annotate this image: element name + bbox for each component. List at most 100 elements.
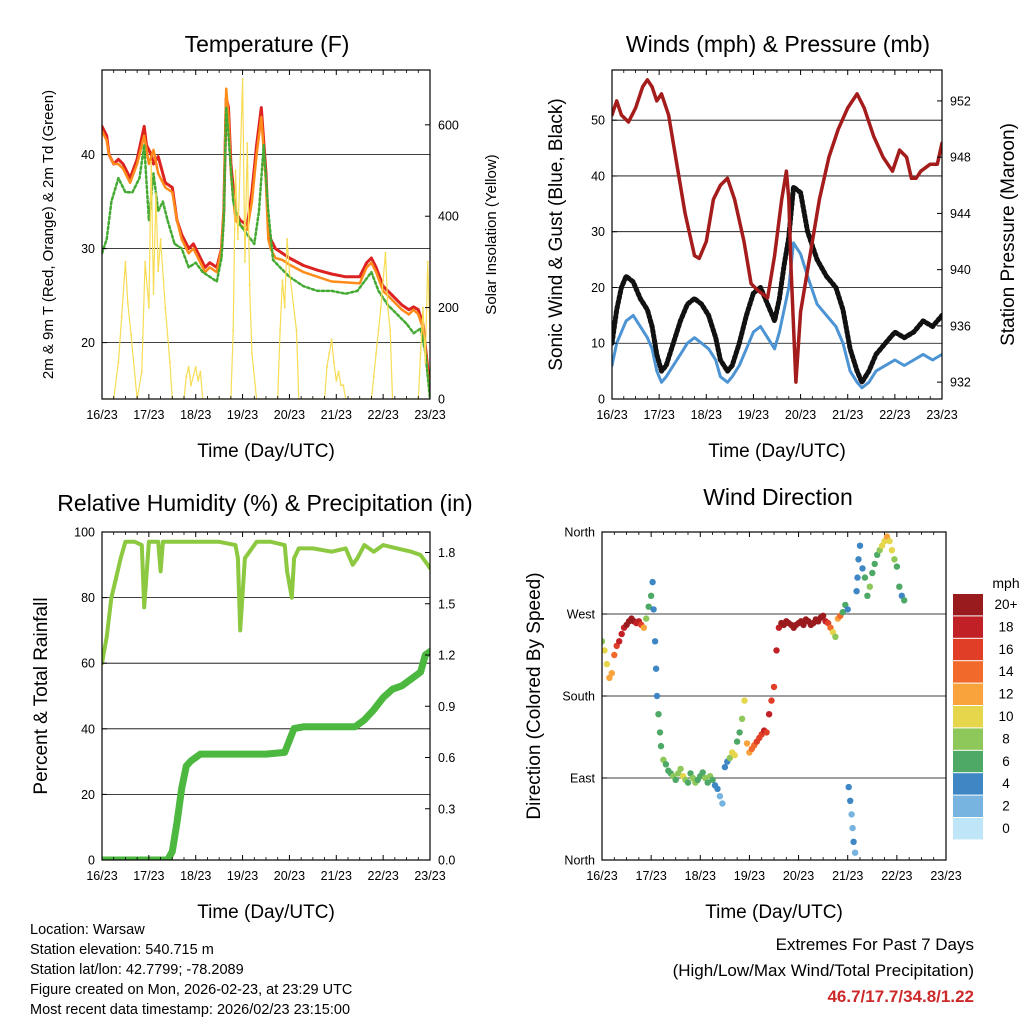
data-point	[619, 113, 623, 117]
data-point	[772, 318, 777, 323]
data-point	[271, 258, 275, 261]
chart-title: Temperature (F)	[185, 31, 350, 57]
data-point	[246, 233, 249, 236]
data-point	[792, 324, 795, 328]
data-point	[164, 186, 167, 189]
data-point	[871, 560, 878, 568]
data-point	[892, 330, 897, 335]
data-point	[743, 740, 751, 747]
y-tick-label: 0.0	[438, 854, 455, 868]
data-point	[173, 242, 176, 245]
data-point	[930, 324, 935, 329]
colorbar-label: 14	[998, 664, 1014, 679]
y-tick-label: North	[564, 854, 595, 868]
data-point	[382, 279, 385, 282]
colorbar-label: 18	[998, 619, 1013, 634]
data-point	[645, 307, 650, 312]
data-point	[699, 302, 704, 307]
data-point	[660, 381, 663, 384]
y-tick-label: 30	[591, 225, 605, 239]
y-tick-label: 40	[81, 722, 95, 736]
data-point	[225, 87, 228, 90]
data-point	[693, 336, 696, 339]
data-point	[140, 543, 144, 547]
y-tick-label: 0	[598, 393, 605, 407]
data-point	[427, 648, 430, 655]
data-point	[154, 192, 157, 195]
data-point	[187, 252, 190, 255]
data-point	[799, 252, 802, 256]
y-tick-label: 100	[74, 526, 95, 540]
data-point	[711, 197, 715, 201]
data-point	[152, 162, 155, 166]
data-point	[255, 153, 258, 156]
data-point	[395, 546, 399, 551]
data-point	[150, 160, 153, 163]
data-point	[248, 283, 251, 286]
data-point	[685, 302, 690, 307]
data-point	[641, 85, 645, 89]
data-point	[853, 588, 860, 595]
data-point	[147, 219, 150, 222]
data-point	[157, 172, 160, 175]
data-point	[834, 325, 838, 328]
data-point	[844, 606, 851, 613]
data-point	[417, 308, 420, 311]
data-point	[693, 254, 696, 258]
x-axis-label: Time (Day/UTC)	[197, 902, 335, 923]
station-location: Location: Warsaw	[30, 922, 145, 938]
data-point	[688, 233, 692, 236]
y-axis-left: 20 30 40 2m & 9m T (Red, Orange) & 2m Td (G…	[40, 90, 107, 379]
data-point	[777, 296, 782, 301]
data-point	[652, 665, 660, 672]
y-axis-right: 932 936 940 944 948 952 Station Pressure (Maro…	[937, 94, 1019, 390]
data-point	[109, 595, 114, 600]
data-point	[891, 169, 894, 173]
data-point	[603, 660, 611, 668]
data-point	[798, 190, 803, 195]
data-point	[407, 308, 411, 311]
data-point	[365, 261, 368, 264]
data-point	[905, 155, 909, 159]
data-point	[707, 347, 710, 351]
data-point	[646, 336, 649, 339]
data-point	[672, 776, 679, 783]
data-point	[130, 334, 133, 336]
data-point	[165, 540, 170, 544]
data-point	[407, 313, 410, 316]
data-point	[706, 313, 711, 318]
data-point	[180, 238, 183, 241]
data-point	[110, 200, 113, 203]
colorbar-label: 16	[998, 642, 1013, 657]
data-point	[274, 256, 277, 260]
data-point	[178, 785, 185, 792]
y-tick-label: 600	[438, 118, 459, 132]
data-point	[379, 306, 382, 309]
data-point	[246, 142, 249, 145]
data-point	[171, 191, 174, 194]
data-point	[655, 711, 662, 718]
colorbar-swatch	[953, 638, 983, 661]
data-point	[234, 169, 237, 172]
y-axis-label-right: Station Pressure (Maroon)	[998, 123, 1019, 346]
y-tick-label: 1.2	[438, 649, 455, 663]
data-point	[377, 329, 380, 332]
data-point	[217, 540, 221, 544]
data-point	[766, 296, 770, 300]
data-point	[330, 289, 333, 292]
data-point	[328, 352, 331, 355]
data-point	[756, 289, 760, 293]
data-point	[808, 254, 812, 258]
data-point	[396, 313, 399, 316]
y-tick-label: 40	[591, 169, 605, 183]
data-point	[412, 305, 415, 309]
data-point	[164, 306, 167, 309]
panel-rh: Relative Humidity (%) & Precipitation (i…	[31, 490, 473, 923]
data-point	[267, 209, 270, 213]
data-point	[716, 793, 724, 800]
data-point	[647, 592, 655, 599]
data-point	[372, 550, 376, 554]
data-point	[751, 291, 756, 296]
data-point	[864, 592, 871, 599]
data-point	[770, 683, 778, 691]
